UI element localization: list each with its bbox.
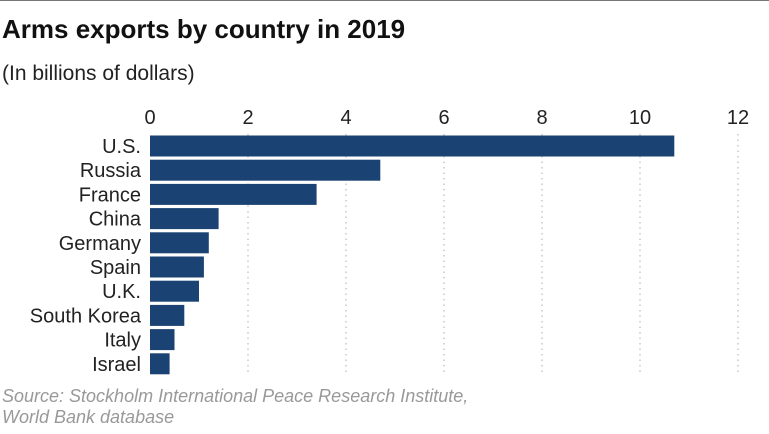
category-label: U.S. [102, 136, 141, 158]
bar [150, 159, 381, 181]
category-label: China [89, 209, 142, 231]
bar [150, 256, 204, 278]
x-tick-label: 0 [144, 107, 155, 129]
bar [150, 135, 675, 157]
bar [150, 232, 209, 254]
category-label: Spain [90, 257, 141, 279]
bar [150, 304, 185, 326]
category-label: U.K. [102, 281, 141, 303]
bar [150, 353, 170, 375]
top-border [0, 0, 769, 1]
x-tick-label: 6 [438, 107, 449, 129]
x-tick-label: 10 [629, 107, 651, 129]
source-note: Source: Stockholm International Peace Re… [2, 386, 468, 428]
x-tick-label: 12 [727, 107, 749, 129]
category-label: Israel [92, 354, 141, 376]
chart-title: Arms exports by country in 2019 [2, 14, 406, 44]
category-label: Italy [104, 330, 141, 352]
bar [150, 329, 175, 351]
category-label: Russia [80, 160, 142, 182]
category-label: France [79, 184, 141, 206]
bar [150, 183, 317, 205]
source-line: Source: Stockholm International Peace Re… [2, 386, 469, 406]
bar [150, 280, 199, 302]
bar [150, 208, 219, 230]
x-tick-label: 8 [536, 107, 547, 129]
x-tick-label: 4 [340, 107, 351, 129]
category-label: South Korea [30, 305, 142, 327]
source-line: World Bank database [2, 407, 175, 427]
category-label: Germany [59, 233, 141, 255]
chart-subtitle: (In billions of dollars) [2, 62, 195, 85]
x-tick-label: 2 [242, 107, 253, 129]
